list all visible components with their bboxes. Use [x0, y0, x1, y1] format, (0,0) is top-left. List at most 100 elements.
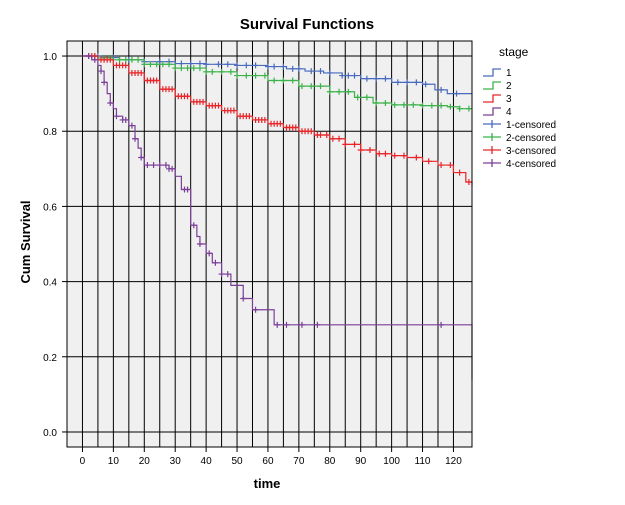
censored-mark-stage-3 — [138, 69, 145, 76]
censored-mark-stage-3 — [336, 135, 343, 142]
censored-mark-stage-3 — [261, 116, 268, 123]
censored-mark-stage-1 — [252, 62, 259, 69]
censored-mark-stage-2 — [172, 65, 179, 72]
legend-censored-label-stage-2: 2-censored — [506, 133, 556, 144]
censored-mark-stage-2 — [141, 61, 148, 68]
censored-mark-stage-4 — [85, 53, 92, 60]
censored-mark-stage-4 — [438, 321, 445, 328]
censored-mark-stage-3 — [456, 169, 463, 176]
censored-mark-stage-4 — [314, 321, 321, 328]
censored-mark-stage-1 — [404, 79, 411, 86]
y-tick-label: 0.6 — [43, 202, 57, 213]
legend-label-stage-1: 1 — [506, 68, 512, 79]
censored-mark-stage-4 — [240, 295, 247, 302]
censored-mark-stage-1 — [345, 72, 352, 79]
legend-censored-label-stage-4: 4-censored — [506, 159, 556, 170]
x-tick-label: 80 — [324, 456, 336, 467]
censored-mark-stage-4 — [156, 162, 163, 169]
censored-mark-stage-1 — [453, 90, 460, 97]
x-tick-label: 60 — [262, 456, 274, 467]
y-axis-label: Cum Survival — [18, 200, 33, 283]
censored-mark-stage-1 — [271, 63, 278, 70]
censored-mark-stage-3 — [329, 135, 336, 142]
legend-label-stage-2: 2 — [506, 81, 512, 92]
censored-mark-stage-4 — [252, 306, 259, 313]
plot-border — [66, 40, 473, 448]
censored-mark-stage-1 — [413, 79, 420, 86]
legend: stage 1 2 3 4 1-censored 2-censored 3-censored… — [483, 45, 556, 170]
censored-mark-stage-4 — [212, 259, 219, 266]
censored-mark-stage-2 — [428, 102, 435, 109]
x-tick-label: 120 — [445, 456, 462, 467]
censored-mark-stage-4 — [283, 321, 290, 328]
censored-mark-stage-1 — [156, 58, 163, 65]
censored-mark-stage-2 — [190, 65, 197, 72]
censored-mark-stage-4 — [122, 116, 129, 123]
grid — [67, 41, 472, 447]
censored-mark-stage-3 — [308, 128, 315, 135]
x-axis-label: time — [254, 476, 281, 491]
censored-mark-stage-4 — [218, 271, 225, 278]
y-tick-label: 0.2 — [43, 353, 57, 364]
censored-mark-stage-2 — [178, 65, 185, 72]
legend-censored-swatch-stage-1 — [483, 120, 501, 128]
censored-mark-stage-2 — [196, 65, 203, 72]
censored-mark-stage-4 — [196, 241, 203, 247]
censored-mark-stage-3 — [366, 147, 373, 154]
censored-mark-stage-1 — [326, 69, 333, 76]
censored-mark-stage-2 — [447, 103, 454, 110]
censored-mark-stage-2 — [184, 65, 191, 72]
legend-swatch-stage-4 — [483, 107, 501, 116]
censored-mark-stage-4 — [138, 154, 145, 161]
censored-mark-stage-3 — [391, 152, 398, 159]
censored-mark-stage-4 — [101, 79, 108, 86]
censored-mark-stage-1 — [373, 75, 380, 82]
x-tick-label: 50 — [231, 456, 243, 467]
censored-mark-stage-3 — [400, 152, 407, 159]
censored-mark-stage-4 — [150, 162, 157, 169]
legend-censored-label-stage-1: 1-censored — [506, 120, 556, 131]
censored-mark-stage-3 — [317, 131, 324, 138]
censored-mark-stage-3 — [438, 162, 445, 169]
legend-swatch-stage-3 — [483, 94, 501, 103]
censored-mark-stage-1 — [264, 63, 271, 70]
x-tick-label: 70 — [293, 456, 305, 467]
y-tick-label: 0.8 — [43, 127, 57, 138]
censored-mark-stage-3 — [292, 124, 299, 131]
plot-area — [67, 41, 472, 447]
censored-mark-stage-3 — [323, 131, 330, 138]
censored-mark-stage-1 — [234, 62, 241, 69]
censored-mark-stage-3 — [107, 56, 114, 63]
censored-mark-stage-1 — [187, 60, 194, 67]
x-tick-label: 100 — [383, 456, 400, 467]
censored-mark-stage-1 — [289, 65, 296, 72]
series-layer — [82, 53, 473, 380]
x-tick-label: 30 — [170, 456, 182, 467]
censored-mark-stage-1 — [438, 86, 445, 93]
censored-mark-stage-3 — [122, 62, 129, 69]
censored-mark-stage-2 — [128, 56, 135, 63]
censored-mark-stage-1 — [422, 81, 429, 88]
censored-mark-stage-3 — [357, 147, 364, 154]
censored-mark-stage-3 — [169, 86, 176, 93]
censored-mark-stage-3 — [425, 158, 432, 165]
legend-censored-swatch-stage-4 — [483, 159, 501, 167]
censored-mark-stage-2 — [363, 94, 370, 101]
censored-mark-stage-3 — [413, 154, 420, 161]
censored-mark-stage-3 — [447, 162, 454, 169]
censored-mark-stage-2 — [234, 72, 241, 79]
censored-mark-stage-2 — [336, 88, 343, 95]
censored-mark-stage-2 — [391, 101, 398, 108]
legend-censored-label-stage-3: 3-censored — [506, 146, 556, 157]
x-tick-label: 40 — [201, 456, 213, 467]
censored-mark-stage-2 — [345, 88, 352, 95]
censored-mark-stage-2 — [135, 56, 142, 63]
censored-mark-stage-1 — [308, 68, 315, 75]
censored-mark-stage-2 — [209, 68, 216, 75]
censored-mark-stage-4 — [91, 56, 98, 63]
censored-mark-stage-2 — [116, 56, 123, 63]
censored-mark-stage-4 — [184, 186, 191, 193]
censored-mark-stage-2 — [410, 101, 417, 108]
x-tick-label: 90 — [355, 456, 367, 467]
